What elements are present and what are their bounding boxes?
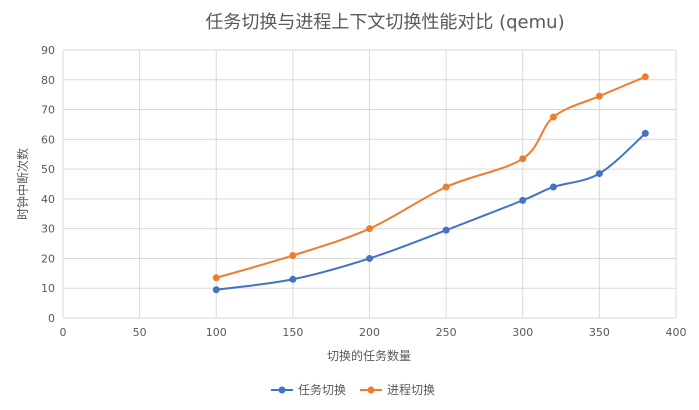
y-tick-label: 60 [41, 133, 55, 146]
series-line [215, 75, 646, 279]
series-2 [212, 73, 649, 282]
x-tick-label: 300 [512, 326, 533, 339]
data-point [641, 129, 649, 137]
data-point [442, 226, 450, 234]
data-point [595, 170, 603, 178]
data-point [549, 113, 557, 121]
series-layer [212, 73, 649, 294]
data-point [442, 183, 450, 191]
y-tick-label: 50 [41, 163, 55, 176]
y-tick-label: 30 [41, 223, 55, 236]
y-ticks: 0 10 20 30 40 50 60 70 80 90 [41, 44, 55, 325]
series-line [216, 132, 647, 291]
x-axis-label: 切换的任务数量 [327, 348, 411, 363]
legend-item[interactable]: 任务切换 [271, 382, 346, 397]
legend[interactable]: 任务切换 进程切换 [271, 382, 435, 397]
x-tick-label: 400 [666, 326, 687, 339]
data-point [366, 225, 373, 233]
y-tick-label: 0 [48, 312, 55, 325]
x-tick-label: 350 [589, 326, 610, 339]
y-tick-label: 40 [41, 193, 55, 206]
y-axis-label: 时钟中断次数 [15, 148, 30, 220]
legend-swatch-marker [278, 386, 286, 394]
chart-title: 任务切换与进程上下文切换性能对比 (qemu) [205, 12, 564, 33]
legend-label: 任务切换 [298, 382, 346, 397]
x-tick-label: 100 [206, 326, 227, 339]
x-tick-label: 50 [133, 326, 147, 339]
grid [62, 49, 677, 319]
data-point [641, 73, 649, 81]
x-tick-label: 0 [60, 326, 67, 339]
x-tick-label: 150 [282, 326, 303, 339]
data-point [595, 92, 603, 100]
y-tick-label: 20 [41, 252, 55, 265]
x-tick-label: 250 [436, 326, 457, 339]
legend-item[interactable]: 进程切换 [360, 382, 435, 397]
data-point [519, 155, 527, 163]
y-tick-label: 10 [41, 282, 55, 295]
series-1 [212, 129, 649, 294]
data-point [289, 275, 297, 283]
data-point [212, 286, 220, 294]
data-point [289, 251, 297, 259]
y-tick-label: 80 [41, 74, 55, 87]
data-point [549, 183, 557, 191]
x-tick-label: 200 [359, 326, 380, 339]
x-ticks: 0 50 100 150 200 250 300 350 400 [60, 326, 687, 339]
y-tick-label: 90 [41, 44, 55, 57]
legend-label: 进程切换 [387, 382, 435, 397]
y-tick-label: 70 [41, 104, 55, 117]
data-point [366, 254, 373, 262]
data-point [212, 274, 220, 282]
data-point [519, 196, 527, 204]
legend-swatch-marker [367, 386, 375, 394]
